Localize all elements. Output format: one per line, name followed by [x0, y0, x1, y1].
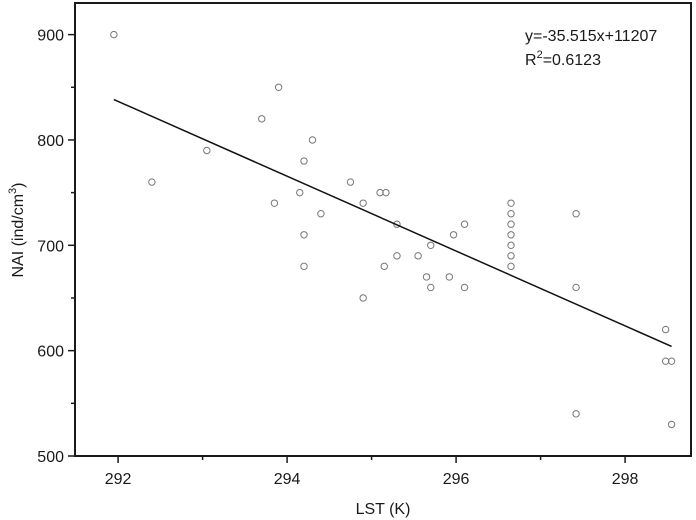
plot-frame	[74, 2, 692, 457]
y-tick-label: 500	[37, 449, 64, 466]
data-point	[507, 241, 515, 250]
data-point	[572, 209, 580, 218]
data-point	[300, 157, 308, 165]
data-point	[110, 30, 118, 39]
data-point	[258, 115, 266, 123]
data-point	[667, 357, 676, 365]
x-tick-label: 294	[274, 471, 301, 488]
data-point	[507, 209, 515, 218]
data-point	[300, 231, 308, 239]
data-point	[449, 231, 458, 239]
data-point	[667, 420, 676, 429]
data-point	[359, 294, 367, 302]
data-point	[507, 231, 515, 239]
data-point	[393, 252, 401, 260]
data-point	[572, 283, 580, 292]
data-point	[317, 209, 325, 218]
data-point	[203, 146, 211, 155]
data-point	[422, 273, 431, 281]
y-axis-title: NAI (ind/cm3)	[7, 182, 27, 277]
data-points	[110, 30, 676, 429]
data-point	[460, 220, 469, 228]
data-point	[572, 410, 580, 418]
x-tick-label: 296	[443, 471, 470, 488]
data-point	[427, 241, 435, 250]
data-point	[460, 283, 469, 292]
data-point	[148, 178, 156, 186]
data-point	[359, 199, 367, 207]
data-point	[308, 136, 317, 144]
fit-line	[113, 98, 672, 348]
y-tick-label: 600	[37, 344, 64, 361]
data-point	[382, 188, 390, 197]
y-tick-label: 700	[37, 238, 64, 255]
r-squared: R2=0.6123	[525, 49, 601, 69]
data-point	[507, 252, 515, 260]
data-point	[274, 83, 283, 91]
x-tick-label: 292	[105, 471, 132, 488]
data-point	[507, 262, 515, 271]
data-point	[414, 252, 422, 260]
data-point	[427, 283, 435, 292]
data-point	[270, 199, 279, 207]
data-point	[507, 199, 515, 207]
data-point	[300, 262, 308, 271]
data-point	[661, 325, 670, 334]
data-point	[296, 188, 304, 197]
regression-line	[113, 98, 672, 348]
y-tick-label: 900	[37, 28, 64, 45]
data-point	[380, 262, 388, 271]
axes	[74, 2, 692, 457]
data-point	[445, 273, 454, 281]
data-point	[346, 178, 355, 186]
y-tick-label: 800	[37, 133, 64, 150]
regression-equation: y=-35.515x+11207	[525, 28, 657, 45]
x-axis-title: LST (K)	[356, 501, 411, 518]
axis-ticks: 292 294 296 298 500 600 700 800 900	[37, 28, 638, 488]
data-point	[507, 220, 515, 228]
x-tick-label: 298	[612, 471, 639, 488]
